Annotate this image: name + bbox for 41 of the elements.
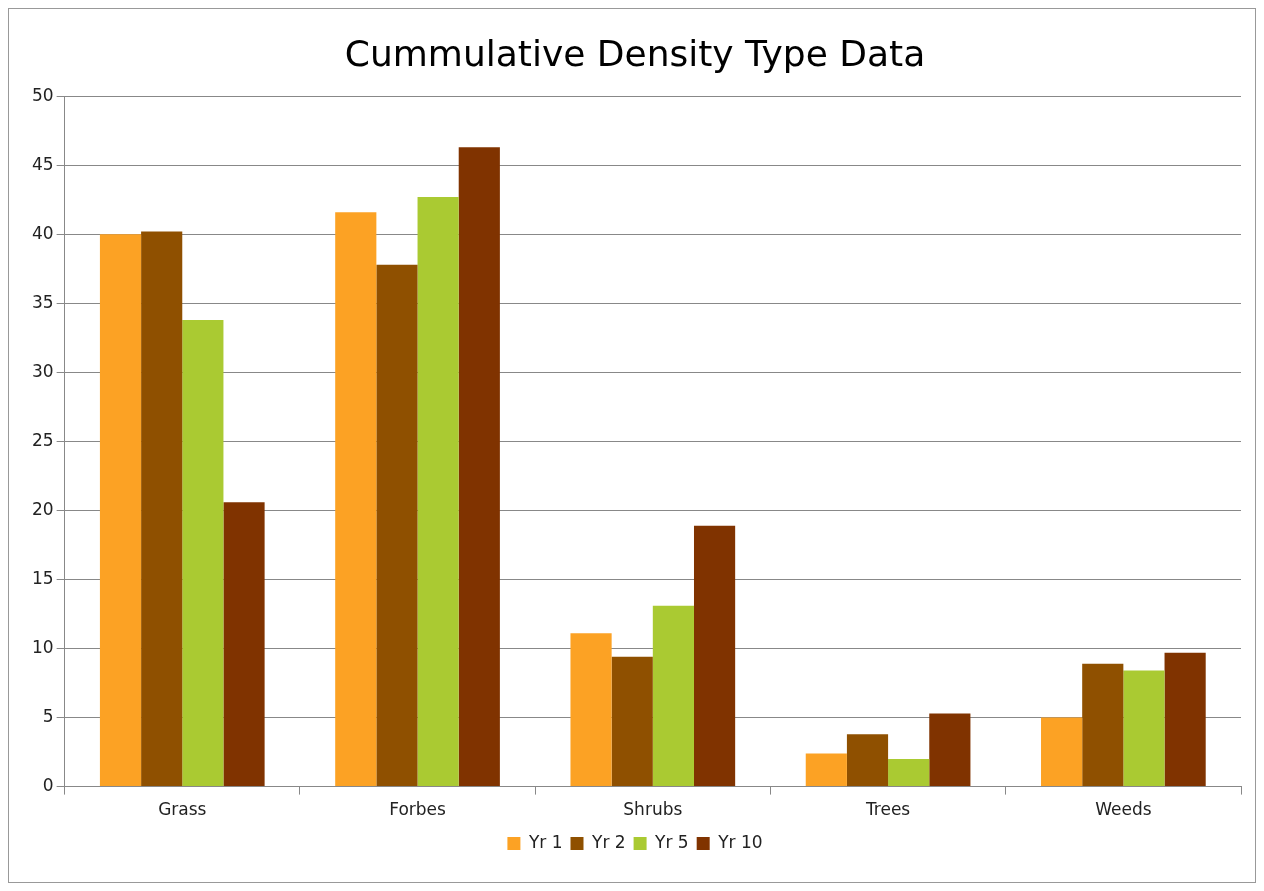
- bar: [99, 234, 142, 787]
- bar: [1164, 652, 1206, 787]
- bar: [652, 605, 694, 787]
- legend-label: Yr 1: [527, 831, 563, 852]
- bar: [1123, 670, 1165, 787]
- legend-label: Yr 2: [591, 831, 626, 852]
- x-tick-label: Weeds: [1095, 799, 1152, 820]
- bar: [888, 758, 930, 787]
- x-tick-label: Grass: [158, 799, 207, 820]
- bar: [570, 633, 612, 787]
- bar: [417, 197, 459, 787]
- bar: [1041, 717, 1083, 787]
- x-tick-label: Trees: [864, 799, 911, 820]
- bar: [805, 753, 847, 787]
- bar: [223, 502, 265, 787]
- y-tick-label: 25: [31, 429, 54, 450]
- bar: [1082, 663, 1124, 787]
- x-tick-label: Shrubs: [623, 799, 683, 820]
- y-tick-label: 0: [42, 775, 54, 796]
- y-tick-label: 5: [42, 705, 54, 726]
- bar: [458, 147, 500, 787]
- legend-label: Yr 5: [654, 831, 689, 852]
- y-tick-label: 20: [31, 498, 54, 519]
- bar: [376, 264, 418, 787]
- y-tick-label: 45: [31, 153, 54, 174]
- bar: [141, 231, 183, 787]
- y-tick-label: 35: [31, 291, 54, 312]
- bar: [335, 212, 377, 787]
- chart-title: Cummulative Density Type Data: [344, 32, 926, 74]
- y-tick-label: 30: [31, 360, 54, 381]
- bar: [929, 713, 971, 787]
- x-tick-label: Forbes: [389, 799, 447, 820]
- y-tick-label: 40: [31, 222, 54, 243]
- bar: [846, 734, 889, 787]
- bar: [693, 525, 736, 787]
- y-tick-label: 15: [31, 567, 54, 588]
- legend-label: Yr 10: [717, 831, 763, 852]
- bar: [611, 656, 653, 787]
- y-tick-label: 50: [31, 84, 54, 105]
- y-tick-label: 10: [31, 636, 54, 657]
- bar: [182, 319, 224, 787]
